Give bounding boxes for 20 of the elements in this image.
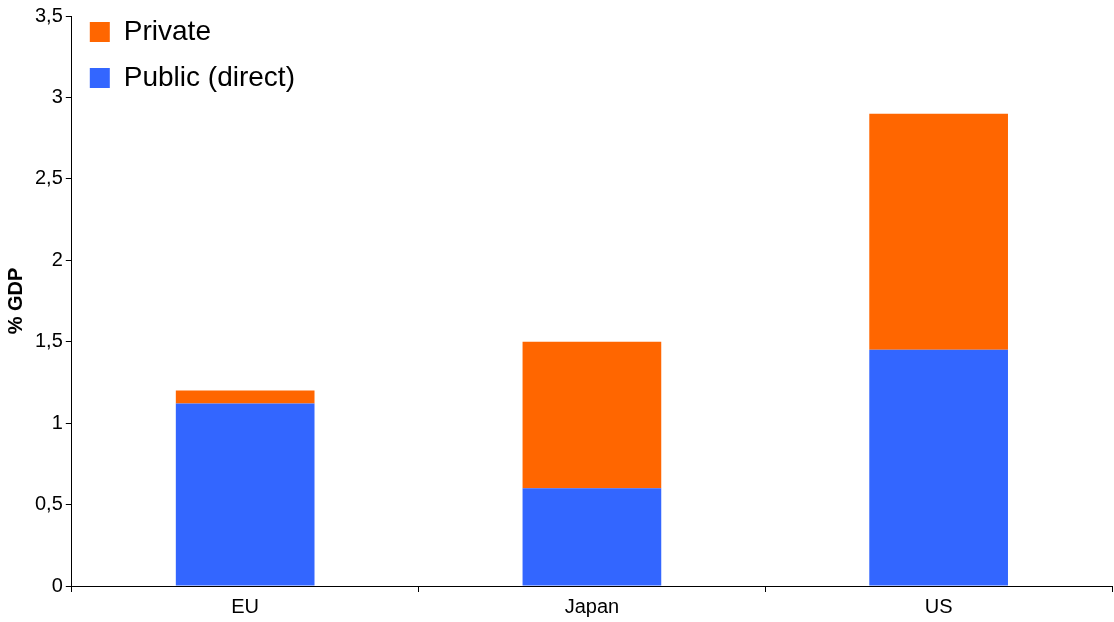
legend-label: Private [123, 14, 211, 46]
bar [869, 113, 1008, 350]
y-tick-label: 2,5 [34, 166, 63, 189]
bar [522, 341, 662, 489]
bar [175, 403, 315, 586]
bar [175, 390, 315, 404]
x-tick-label: US [924, 594, 953, 617]
legend-label: Public (direct) [123, 60, 295, 92]
y-tick-label: 0,5 [34, 492, 63, 515]
y-tick-label: 3,5 [34, 3, 63, 26]
y-tick-label: 0 [51, 573, 63, 596]
x-tick-label: Japan [564, 594, 620, 617]
bar [522, 488, 662, 586]
y-axis-title: % GDP [3, 267, 26, 335]
x-tick-label: EU [231, 594, 260, 617]
y-tick-label: 2 [51, 247, 63, 270]
y-tick-label: 1,5 [34, 329, 63, 352]
y-tick-label: 1 [51, 410, 63, 433]
bar [869, 349, 1008, 586]
y-tick-label: 3 [51, 84, 63, 107]
